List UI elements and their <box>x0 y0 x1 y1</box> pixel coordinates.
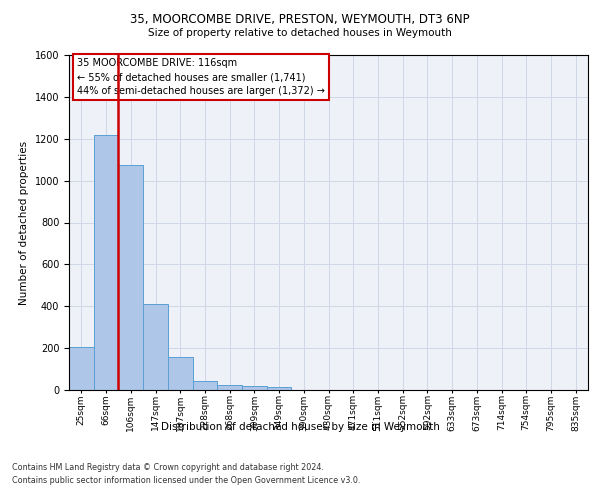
Bar <box>168 356 193 390</box>
Text: Distribution of detached houses by size in Weymouth: Distribution of detached houses by size … <box>161 422 439 432</box>
Text: Size of property relative to detached houses in Weymouth: Size of property relative to detached ho… <box>148 28 452 38</box>
Bar <box>69 347 94 390</box>
Y-axis label: Number of detached properties: Number of detached properties <box>19 140 29 304</box>
Text: 35, MOORCOMBE DRIVE, PRESTON, WEYMOUTH, DT3 6NP: 35, MOORCOMBE DRIVE, PRESTON, WEYMOUTH, … <box>130 12 470 26</box>
Bar <box>118 165 143 390</box>
Bar <box>143 304 168 390</box>
Text: 35 MOORCOMBE DRIVE: 116sqm
← 55% of detached houses are smaller (1,741)
44% of s: 35 MOORCOMBE DRIVE: 116sqm ← 55% of deta… <box>77 58 325 96</box>
Text: Contains HM Land Registry data © Crown copyright and database right 2024.: Contains HM Land Registry data © Crown c… <box>12 462 324 471</box>
Bar <box>267 387 292 390</box>
Text: Contains public sector information licensed under the Open Government Licence v3: Contains public sector information licen… <box>12 476 361 485</box>
Bar <box>94 134 118 390</box>
Bar <box>242 386 267 390</box>
Bar <box>193 380 217 390</box>
Bar <box>217 385 242 390</box>
